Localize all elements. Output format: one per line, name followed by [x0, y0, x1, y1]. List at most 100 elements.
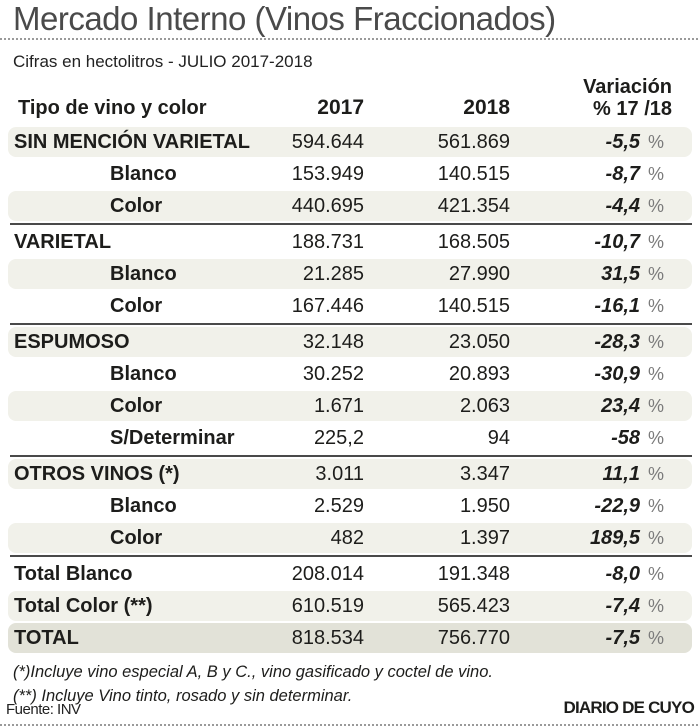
variation-value: -10,7 [594, 231, 640, 253]
value-2018: 20.893 [448, 363, 510, 385]
value-2018: 1.950 [459, 495, 510, 517]
value-2017: 30.252 [302, 363, 364, 385]
table-row: Color 440.695 421.354 -4,4% [8, 191, 692, 221]
percent-sign: % [648, 428, 665, 448]
row-label: VARIETAL [14, 231, 112, 253]
value-2017: 32.148 [302, 331, 364, 353]
table-row: VARIETAL 188.731 168.505 -10,7% [8, 227, 692, 257]
value-2018: 421.354 [437, 195, 510, 217]
footer: Fuente: INV DIARIO DE CUYO [0, 698, 698, 718]
value-2017: 440.695 [291, 195, 364, 217]
value-2018: 1.397 [459, 527, 510, 549]
table-row: SIN MENCIÓN VARIETAL 594.644 561.869 -5,5% [8, 127, 692, 157]
table-body: SIN MENCIÓN VARIETAL 594.644 561.869 -5,5% B… [8, 127, 692, 653]
row-label: TOTAL [14, 627, 79, 649]
variation-value: -5,5 [605, 131, 640, 153]
footnote-1: (*)Incluye vino especial A, B y C., vino… [13, 663, 493, 681]
bottom-dotted-rule [0, 724, 698, 726]
table-row: Blanco 2.529 1.950 -22,9% [8, 491, 692, 521]
variation-value: -22,9 [594, 495, 640, 517]
value-2018: 191.348 [437, 563, 510, 585]
percent-sign: % [648, 264, 665, 284]
value-2017: 610.519 [291, 595, 364, 617]
percent-sign: % [648, 564, 665, 584]
footnotes: (*)Incluye vino especial A, B y C., vino… [0, 655, 698, 708]
source-label: Fuente: INV [6, 701, 81, 718]
table-row: Color 167.446 140.515 -16,1% [8, 291, 692, 321]
percent-sign: % [648, 164, 665, 184]
header-type-label: Tipo de vino y color [18, 97, 207, 119]
value-2018: 3.347 [459, 463, 510, 485]
value-2017: 594.644 [291, 131, 364, 153]
row-label: Color [110, 395, 163, 417]
header-year-2018: 2018 [463, 96, 510, 119]
table-row: Blanco 21.285 27.990 31,5% [8, 259, 692, 289]
table-row: OTROS VINOS (*) 3.011 3.347 11,1% [8, 459, 692, 489]
row-label: OTROS VINOS (*) [14, 463, 180, 485]
variation-value: -7,4 [605, 595, 640, 617]
variation-value: -7,5 [605, 627, 640, 649]
percent-sign: % [648, 132, 665, 152]
row-label: Blanco [110, 263, 177, 285]
section-separator [10, 555, 692, 557]
header-variation: Variación % 17 /18 [510, 76, 684, 120]
footnote-2: (**) Incluye Vino tinto, rosado y sin de… [13, 687, 353, 705]
value-2018: 168.505 [437, 231, 510, 253]
variation-value: -8,7 [605, 163, 640, 185]
percent-sign: % [648, 496, 665, 516]
section-separator [10, 223, 692, 225]
row-label: Blanco [110, 495, 177, 517]
table-header: Tipo de vino y color 2017 2018 Variación… [8, 76, 692, 120]
value-2018: 140.515 [437, 163, 510, 185]
table-row: Blanco 30.252 20.893 -30,9% [8, 359, 692, 389]
variation-value: -28,3 [594, 331, 640, 353]
row-label: Total Color (**) [14, 595, 153, 617]
variation-value: -58 [611, 427, 640, 449]
table-row: ESPUMOSO 32.148 23.050 -28,3% [8, 327, 692, 357]
variation-value: -8,0 [605, 563, 640, 585]
row-label: S/Determinar [110, 427, 235, 449]
percent-sign: % [648, 364, 665, 384]
percent-sign: % [648, 332, 665, 352]
value-2018: 27.990 [448, 263, 510, 285]
value-2017: 3.011 [315, 463, 364, 485]
value-2017: 208.014 [291, 563, 364, 585]
credit-label: DIARIO DE CUYO [563, 698, 695, 717]
value-2017: 225,2 [313, 427, 364, 449]
variation-value: 31,5 [601, 263, 640, 285]
subtitle: Cifras en hectolitros - JULIO 2017-2018 [13, 52, 313, 71]
table-row: Total Blanco 208.014 191.348 -8,0% [8, 559, 692, 589]
row-label: Blanco [110, 363, 177, 385]
row-label: Blanco [110, 163, 177, 185]
value-2017: 2.529 [313, 495, 364, 517]
row-label: ESPUMOSO [14, 331, 130, 353]
row-label: Color [110, 295, 163, 317]
top-dotted-rule [0, 38, 698, 40]
value-2017: 21.285 [302, 263, 364, 285]
value-2017: 482 [330, 527, 364, 549]
percent-sign: % [648, 396, 665, 416]
value-2018: 23.050 [448, 331, 510, 353]
table-row: Total Color (**) 610.519 565.423 -7,4% [8, 591, 692, 621]
row-label: Color [110, 195, 163, 217]
value-2017: 153.949 [291, 163, 364, 185]
value-2018: 2.063 [459, 395, 510, 417]
variation-value: 11,1 [602, 463, 640, 485]
table-row: Color 482 1.397 189,5% [8, 523, 692, 553]
variation-value: 189,5 [589, 527, 640, 549]
section-separator [10, 455, 692, 457]
value-2018: 561.869 [437, 131, 510, 153]
percent-sign: % [648, 464, 665, 484]
percent-sign: % [648, 596, 665, 616]
value-2017: 188.731 [291, 231, 364, 253]
table-row: S/Determinar 225,2 94 -58% [8, 423, 692, 453]
value-2017: 1.671 [313, 395, 364, 417]
percent-sign: % [648, 196, 665, 216]
page-title: Mercado Interno (Vinos Fraccionados) [13, 0, 556, 37]
value-2017: 818.534 [291, 627, 364, 649]
row-label: Color [110, 527, 163, 549]
value-2018: 565.423 [437, 595, 510, 617]
section-separator [10, 323, 692, 325]
table-row: Color 1.671 2.063 23,4% [8, 391, 692, 421]
